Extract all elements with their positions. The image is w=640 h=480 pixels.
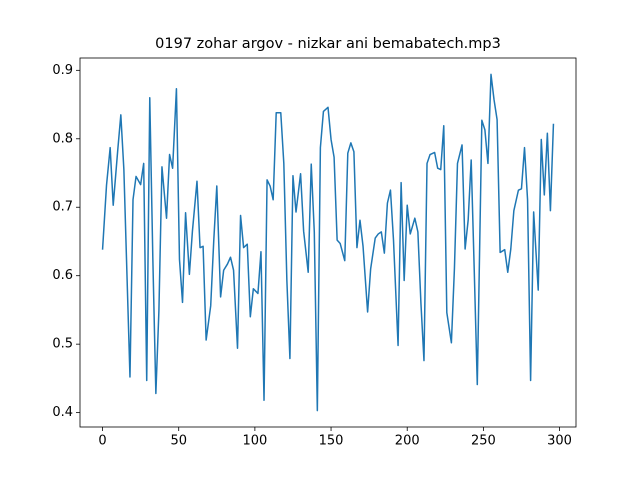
- y-tick-label: 0.7: [52, 200, 73, 215]
- x-tick-label: 50: [170, 434, 187, 449]
- y-tick-label: 0.9: [52, 63, 73, 78]
- y-tick-label: 0.6: [52, 268, 73, 283]
- x-tick-label: 100: [242, 434, 267, 449]
- y-tick-label: 0.8: [52, 131, 73, 146]
- x-tick-label: 200: [395, 434, 420, 449]
- line: [101, 73, 555, 412]
- y-tick-label: 0.5: [52, 337, 73, 352]
- x-tick-label: 250: [471, 434, 496, 449]
- x-tick-label: 300: [547, 434, 572, 449]
- chart-title: 0197 zohar argov - nizkar ani bemabatech…: [155, 36, 501, 52]
- x-tick-label: 0: [98, 434, 106, 449]
- y-tick-label: 0.4: [52, 405, 73, 420]
- axes-frame: [79, 57, 577, 428]
- x-tick-label: 150: [319, 434, 344, 449]
